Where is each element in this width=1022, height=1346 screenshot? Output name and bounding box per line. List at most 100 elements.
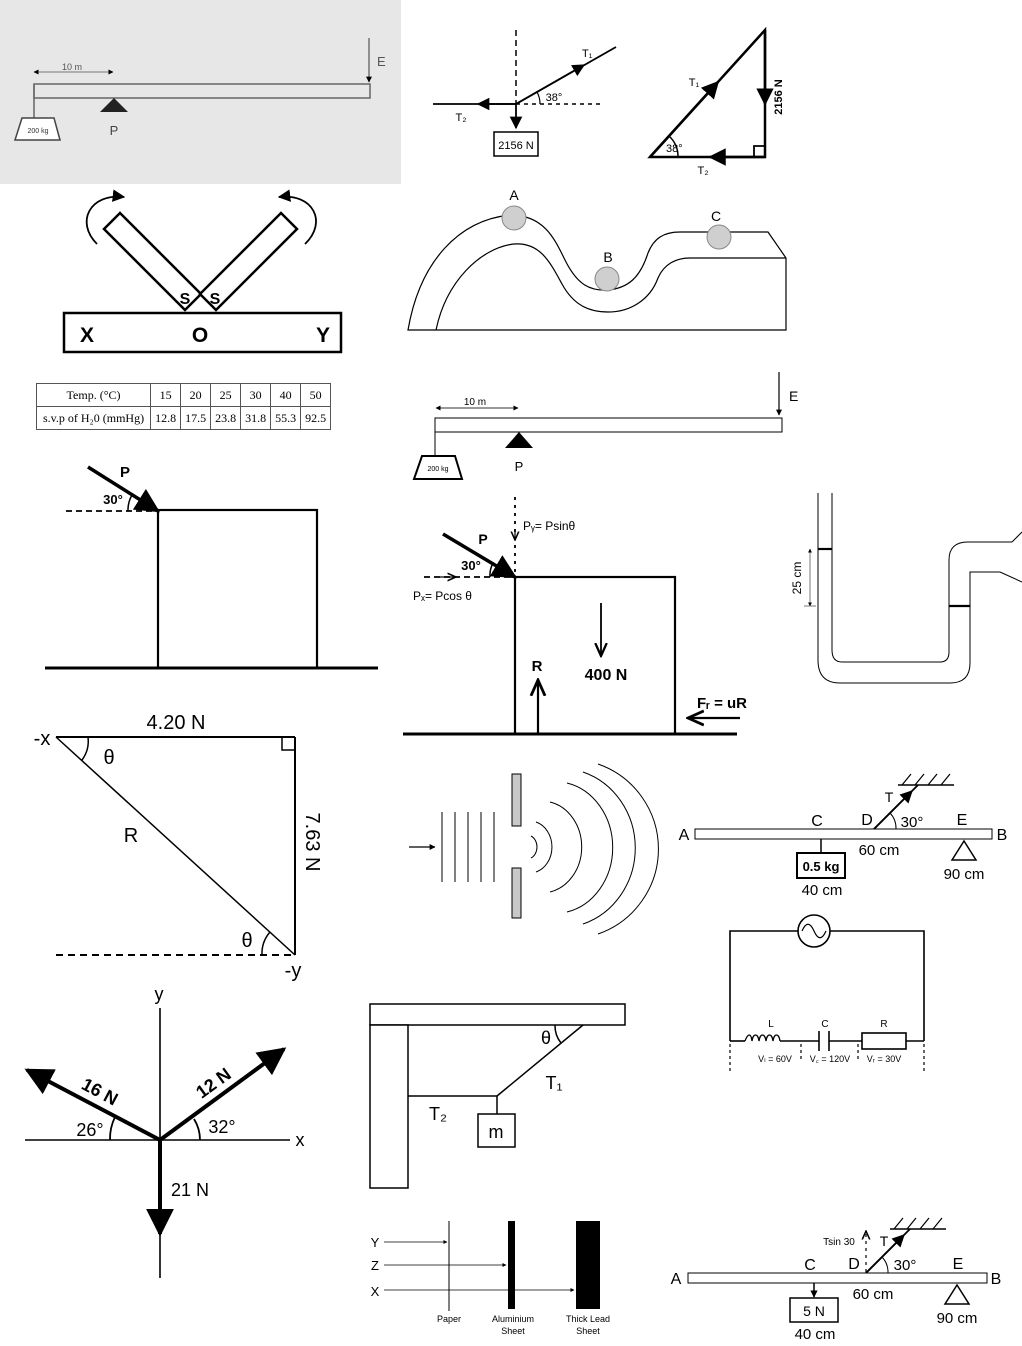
bracket-theta-label: θ (541, 1028, 551, 1048)
lever1-e-label: E (957, 812, 968, 829)
vector-diagram-figure: y x 16 N 12 N 26° 32° 21 N (24, 984, 305, 1278)
block-angle-label: 30° (461, 558, 481, 573)
lever1-cm40-label: 40 cm (802, 882, 843, 899)
circuit-vr-label: Vᵣ = 30V (867, 1054, 901, 1064)
vector-y-label: y (155, 984, 164, 1004)
svp-cell: 31.8 (240, 406, 272, 430)
vector-12n-label: 12 N (192, 1064, 235, 1103)
right-triangle-figure: 4.20 N 7.63 N R θ θ -x -y (34, 712, 323, 982)
bracket-figure: θ T₁ T₂ m (369, 1003, 626, 1189)
neg-y-label: -y (285, 960, 302, 982)
lever1-b-label: B (997, 827, 1008, 844)
temp-cell: 20 (180, 383, 212, 407)
bar-o-label: O (192, 324, 208, 347)
block-py-label: Pᵧ= Psinθ (523, 519, 576, 533)
beam-photo-pivot-label: P (110, 123, 119, 138)
beam-photo-load-label: 200 kg (27, 128, 48, 135)
lever2-d-label: D (848, 1256, 860, 1273)
lever2-cm40-label: 40 cm (795, 1326, 836, 1343)
temp-cell: 40 (270, 383, 302, 407)
bracket-m-label: m (489, 1122, 504, 1142)
lever2-cm60-label: 60 cm (853, 1286, 894, 1303)
beam-force-label: E (789, 388, 798, 404)
svp-cell: 92.5 (300, 406, 332, 430)
lever1-a-label: A (679, 827, 690, 844)
triangle-side-value: 7.63 N (301, 813, 323, 872)
push-force-label: P (120, 464, 130, 481)
temp-cell: 25 (210, 383, 242, 407)
roller-track-figure: A B C (407, 187, 787, 331)
bar-y-label: Y (316, 324, 330, 347)
u-tube-height-label: 25 cm (790, 562, 804, 595)
svp-row-label: s.v.p of H₂0 (mmHg) (35, 406, 152, 430)
vector-21n-label: 21 N (171, 1180, 209, 1200)
ball-c-label: C (711, 208, 721, 224)
beam-photo-force-label: E (377, 54, 386, 69)
junction-angle-label: 38° (546, 92, 563, 104)
magnet-right-pole: S (210, 291, 221, 308)
junction-t2-label: T₂ (456, 112, 467, 124)
bracket-t1-label: T₁ (545, 1073, 562, 1093)
temp-cell: 15 (150, 383, 182, 407)
triangle-hyp-label: R (124, 825, 138, 847)
lever2-t-label: T (880, 1233, 889, 1249)
beam-photo-figure: 10 m 200 kg P E (0, 0, 401, 184)
force-junction-figure: 2156 N T₁ T₂ 38° (433, 30, 617, 157)
circuit-vl-label: Vₗ = 60V (758, 1054, 792, 1064)
lever2-e-label: E (953, 1256, 964, 1273)
circuit-r-label: R (880, 1019, 887, 1030)
junction-t1-label: T₁ (582, 48, 593, 60)
svp-table: Temp. (°C) 15 20 25 30 40 50 s.v.p of H₂… (35, 383, 332, 430)
triangle-t1-label: T₁ (689, 77, 700, 89)
triangle-angle-label: 38° (666, 143, 683, 155)
aluminium-label-line1: Aluminium (492, 1314, 534, 1324)
lever2-c-label: C (804, 1257, 816, 1274)
aluminium-label-line2: Sheet (501, 1326, 525, 1336)
beam-load-label: 200 kg (427, 466, 448, 473)
magnet-pivot-figure: X O Y S S (62, 189, 343, 354)
block-p-label: P (478, 531, 487, 547)
force-triangle-figure: 38° T₁ T₂ 2156 N (647, 26, 785, 177)
bracket-t2-label: T₂ (429, 1104, 447, 1124)
lever1-d-label: D (861, 812, 873, 829)
block-weight-label: 400 N (585, 667, 628, 684)
lever1-mass-label: 0.5 kg (803, 859, 840, 874)
circuit-c-label: C (821, 1019, 828, 1030)
lever1-angle-label: 30° (901, 814, 924, 831)
radiation-x-label: X (371, 1284, 380, 1299)
triangle-top-label: 4.20 N (147, 712, 206, 734)
push-angle-label: 30° (103, 492, 123, 507)
beam-drawing-figure: 10 m 200 kg P E (412, 372, 798, 480)
beam-pivot-label: P (515, 459, 524, 474)
lever1-cm60-label: 60 cm (859, 842, 900, 859)
lever2-tsin-label: Tsin 30 (823, 1237, 855, 1248)
temp-row: Temp. (°C) 15 20 25 30 40 50 (35, 383, 332, 407)
junction-weight-label: 2156 N (498, 140, 534, 152)
lever-1-figure: A B C D E 0.5 kg 40 cm 60 cm 90 cm T 30° (679, 773, 1008, 899)
beam-length-label: 10 m (464, 397, 486, 408)
theta-bottom-label: θ (241, 930, 252, 952)
svp-cell: 23.8 (210, 406, 242, 430)
block-px-label: Pₓ= Pcos θ (413, 589, 472, 603)
vector-16n-label: 16 N (78, 1074, 121, 1110)
lever2-weight-label: 5 N (803, 1303, 825, 1319)
block-forces-figure: P 30° Pᵧ= Psinθ Pₓ= Pcos θ 400 N R Fᵣ = … (403, 497, 747, 736)
temp-row-label: Temp. (°C) (35, 383, 152, 407)
lever-2-figure: A B C D E 5 N 40 cm 60 cm 90 cm Tsin 30 … (671, 1217, 1001, 1343)
magnet-left-pole: S (180, 291, 191, 308)
lever2-angle-label: 30° (894, 1257, 917, 1274)
u-tube-figure: 25 cm (790, 493, 1022, 684)
ball-b-label: B (603, 249, 612, 265)
triangle-side-label: 2156 N (773, 79, 785, 115)
circuit-vc-label: V꜀ = 120V (810, 1054, 850, 1064)
block-friction-label: Fᵣ = uR (697, 695, 747, 712)
vector-x-label: x (296, 1130, 305, 1150)
theta-top-label: θ (103, 747, 114, 769)
svp-cell: 17.5 (180, 406, 212, 430)
bar-x-label: X (80, 324, 94, 347)
lead-label-line2: Sheet (576, 1326, 600, 1336)
vector-32-label: 32° (208, 1117, 235, 1137)
svp-cell: 12.8 (150, 406, 182, 430)
radiation-z-label: Z (371, 1258, 379, 1273)
